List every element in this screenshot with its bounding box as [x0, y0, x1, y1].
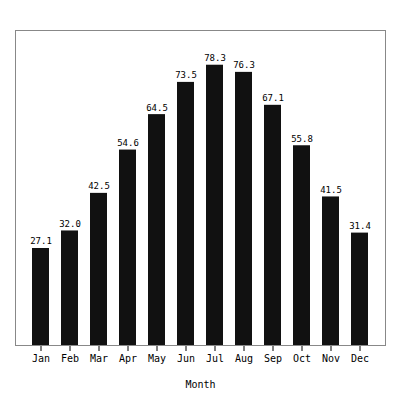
svg-text:Jan: Jan — [32, 353, 50, 364]
svg-text:55.8: 55.8 — [291, 134, 313, 144]
svg-text:Apr: Apr — [119, 353, 137, 364]
svg-text:Sep: Sep — [264, 353, 282, 364]
svg-text:54.6: 54.6 — [117, 138, 139, 148]
svg-text:31.4: 31.4 — [349, 221, 371, 231]
svg-text:64.5: 64.5 — [146, 103, 168, 113]
svg-text:Oct: Oct — [293, 353, 311, 364]
svg-text:32.0: 32.0 — [59, 219, 81, 229]
svg-text:Feb: Feb — [61, 353, 79, 364]
svg-text:67.1: 67.1 — [262, 93, 284, 103]
svg-text:73.5: 73.5 — [175, 70, 197, 80]
svg-text:76.3: 76.3 — [233, 60, 255, 70]
svg-text:78.3: 78.3 — [204, 53, 226, 63]
svg-text:Mar: Mar — [90, 353, 108, 364]
svg-text:Dec: Dec — [351, 353, 369, 364]
svg-text:41.5: 41.5 — [320, 185, 342, 195]
svg-text:May: May — [148, 353, 166, 364]
svg-text:Nov: Nov — [322, 353, 340, 364]
svg-text:Jun: Jun — [177, 353, 195, 364]
svg-text:Jul: Jul — [206, 353, 224, 364]
svg-text:27.1: 27.1 — [30, 236, 52, 246]
svg-text:42.5: 42.5 — [88, 181, 110, 191]
svg-text:Aug: Aug — [235, 353, 253, 364]
svg-text:Month: Month — [185, 379, 215, 390]
